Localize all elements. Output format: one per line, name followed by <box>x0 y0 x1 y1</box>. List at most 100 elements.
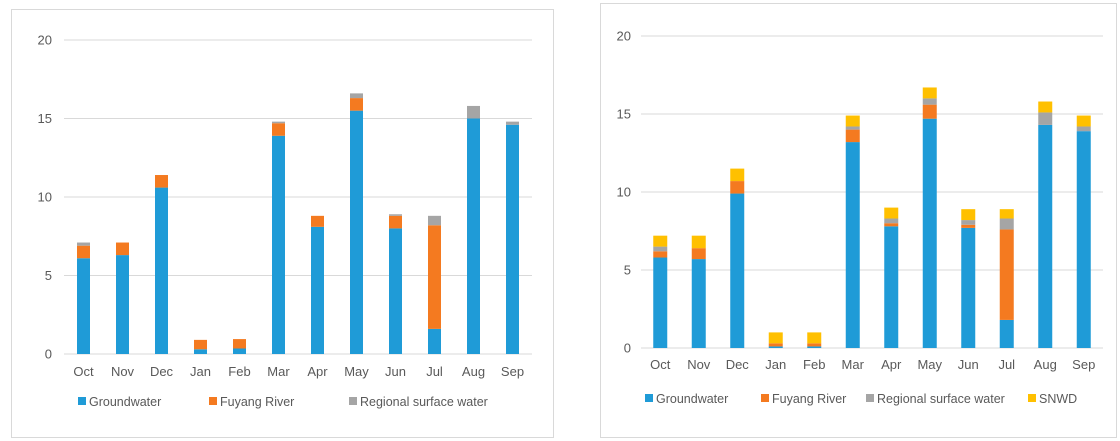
bar-segment-groundwater <box>311 226 324 354</box>
left-chart-panel: 0 5 10 15 20 Oct Nov Dec Jan Feb Mar Apr May Jun Jul Au… <box>11 9 554 438</box>
y-tick-label: 0 <box>624 341 631 356</box>
x-category-label: Nov <box>687 357 711 372</box>
bar-segment-groundwater <box>467 118 480 354</box>
bar-segment-snwd <box>884 207 899 219</box>
bar-segment-groundwater <box>77 258 90 354</box>
bar-segment-fuyang-river <box>807 343 822 347</box>
bar-segment-groundwater <box>807 346 822 348</box>
bar-segment-fuyang-river <box>233 339 246 349</box>
legend-swatch-snwd <box>1028 394 1036 402</box>
x-category-label: Aug <box>1034 357 1057 372</box>
bar-segment-groundwater <box>653 257 668 348</box>
legend-label-regional-surface-water: Regional surface water <box>360 395 488 409</box>
legend-label-fuyang-river: Fuyang River <box>220 395 294 409</box>
bar-segment-fuyang-river <box>194 339 207 350</box>
bar-segment-snwd <box>730 168 745 182</box>
y-tick-label: 10 <box>38 190 52 205</box>
bar-segment-fuyang-river <box>730 181 745 194</box>
bar-segment-groundwater <box>768 346 783 348</box>
legend-label-regional-surface-water: Regional surface water <box>877 392 1005 406</box>
x-category-label: Feb <box>228 364 250 379</box>
x-category-label: May <box>917 357 942 372</box>
bar-segment-groundwater <box>730 193 745 348</box>
bar-segment-fuyang-river <box>999 229 1014 320</box>
bar-segment-regional-surface-water <box>1076 126 1091 132</box>
legend-label-groundwater: Groundwater <box>89 395 161 409</box>
y-tick-label: 5 <box>624 263 631 278</box>
bar-segment-groundwater <box>999 319 1014 348</box>
x-category-label: Feb <box>803 357 825 372</box>
bar-segment-groundwater <box>155 187 168 354</box>
bar-segment-regional-surface-water <box>961 220 976 225</box>
x-category-label: Oct <box>650 357 671 372</box>
bar-segment-groundwater <box>922 118 937 349</box>
bar-segment-fuyang-river <box>311 215 324 227</box>
y-tick-label: 15 <box>38 111 52 126</box>
bar-segment-fuyang-river <box>845 129 860 143</box>
bar-segment-groundwater <box>884 226 899 348</box>
bar-segment-regional-surface-water <box>467 105 480 119</box>
legend-swatch-groundwater <box>78 397 86 405</box>
bar-segment-regional-surface-water <box>506 121 519 125</box>
bar-segment-snwd <box>768 332 783 344</box>
bar-segment-fuyang-river <box>116 242 129 256</box>
bar-segment-snwd <box>845 115 860 127</box>
x-category-label: Jan <box>190 364 211 379</box>
y-tick-label: 10 <box>617 185 631 200</box>
bar-segment-snwd <box>961 209 976 221</box>
bar-segment-snwd <box>999 209 1014 219</box>
bar-segment-groundwater <box>389 228 402 354</box>
left-stacked-bar-chart: 0 5 10 15 20 Oct Nov Dec Jan Feb Mar Apr May Jun Jul Au… <box>38 33 532 409</box>
bar-segment-groundwater <box>506 124 519 354</box>
legend-swatch-groundwater <box>645 394 653 402</box>
bar-segment-fuyang-river <box>155 175 168 188</box>
legend-label-groundwater: Groundwater <box>656 392 728 406</box>
bar-segment-groundwater <box>1038 124 1053 348</box>
y-tick-label: 15 <box>617 107 631 122</box>
right-stacked-bar-chart: 0 5 10 15 20 Oct Nov Dec Jan Feb Mar Apr May Jun Jul Au… <box>617 29 1103 406</box>
y-tick-label: 20 <box>617 29 631 44</box>
bar-segment-fuyang-river <box>884 223 899 227</box>
x-category-label: Jan <box>765 357 786 372</box>
legend-swatch-regional-surface-water <box>866 394 874 402</box>
bar-segment-regional-surface-water <box>428 215 441 226</box>
bar-segment-fuyang-river <box>961 224 976 228</box>
legend-swatch-fuyang-river <box>761 394 769 402</box>
bar-segment-snwd <box>691 235 706 249</box>
bar-segment-snwd <box>1076 115 1091 127</box>
x-category-label: Dec <box>726 357 750 372</box>
x-category-label: Mar <box>842 357 865 372</box>
bar-segment-regional-surface-water <box>272 121 285 124</box>
x-category-label: Apr <box>881 357 902 372</box>
bar-segment-regional-surface-water <box>77 242 90 246</box>
legend-label-fuyang-river: Fuyang River <box>772 392 846 406</box>
x-category-label: May <box>344 364 369 379</box>
x-category-label: Jun <box>385 364 406 379</box>
bar-segment-groundwater <box>233 348 246 354</box>
bar-segment-groundwater <box>1076 131 1091 348</box>
bar-segment-fuyang-river <box>77 245 90 259</box>
right-chart-panel: 0 5 10 15 20 Oct Nov Dec Jan Feb Mar Apr May Jun Jul Au… <box>600 3 1117 438</box>
x-category-label: Sep <box>1072 357 1095 372</box>
bar-segment-fuyang-river <box>350 98 363 111</box>
legend-swatch-regional-surface-water <box>349 397 357 405</box>
bar-segment-groundwater <box>350 110 363 355</box>
bar-segment-groundwater <box>272 135 285 354</box>
bar-segment-fuyang-river <box>389 215 402 229</box>
y-tick-label: 20 <box>38 33 52 48</box>
bar-segment-regional-surface-water <box>1038 112 1053 125</box>
x-category-label: Apr <box>307 364 328 379</box>
x-category-label: Jul <box>998 357 1015 372</box>
x-category-label: Jul <box>426 364 443 379</box>
legend-label-snwd: SNWD <box>1039 392 1077 406</box>
bar-segment-regional-surface-water <box>999 218 1014 230</box>
bar-segment-regional-surface-water <box>389 214 402 216</box>
legend-swatch-fuyang-river <box>209 397 217 405</box>
x-category-label: Aug <box>462 364 485 379</box>
bar-segment-groundwater <box>116 255 129 354</box>
x-category-label: Jun <box>958 357 979 372</box>
bar-segment-fuyang-river <box>272 123 285 136</box>
x-category-label: Mar <box>267 364 290 379</box>
x-category-label: Nov <box>111 364 135 379</box>
bar-segment-snwd <box>653 235 668 247</box>
